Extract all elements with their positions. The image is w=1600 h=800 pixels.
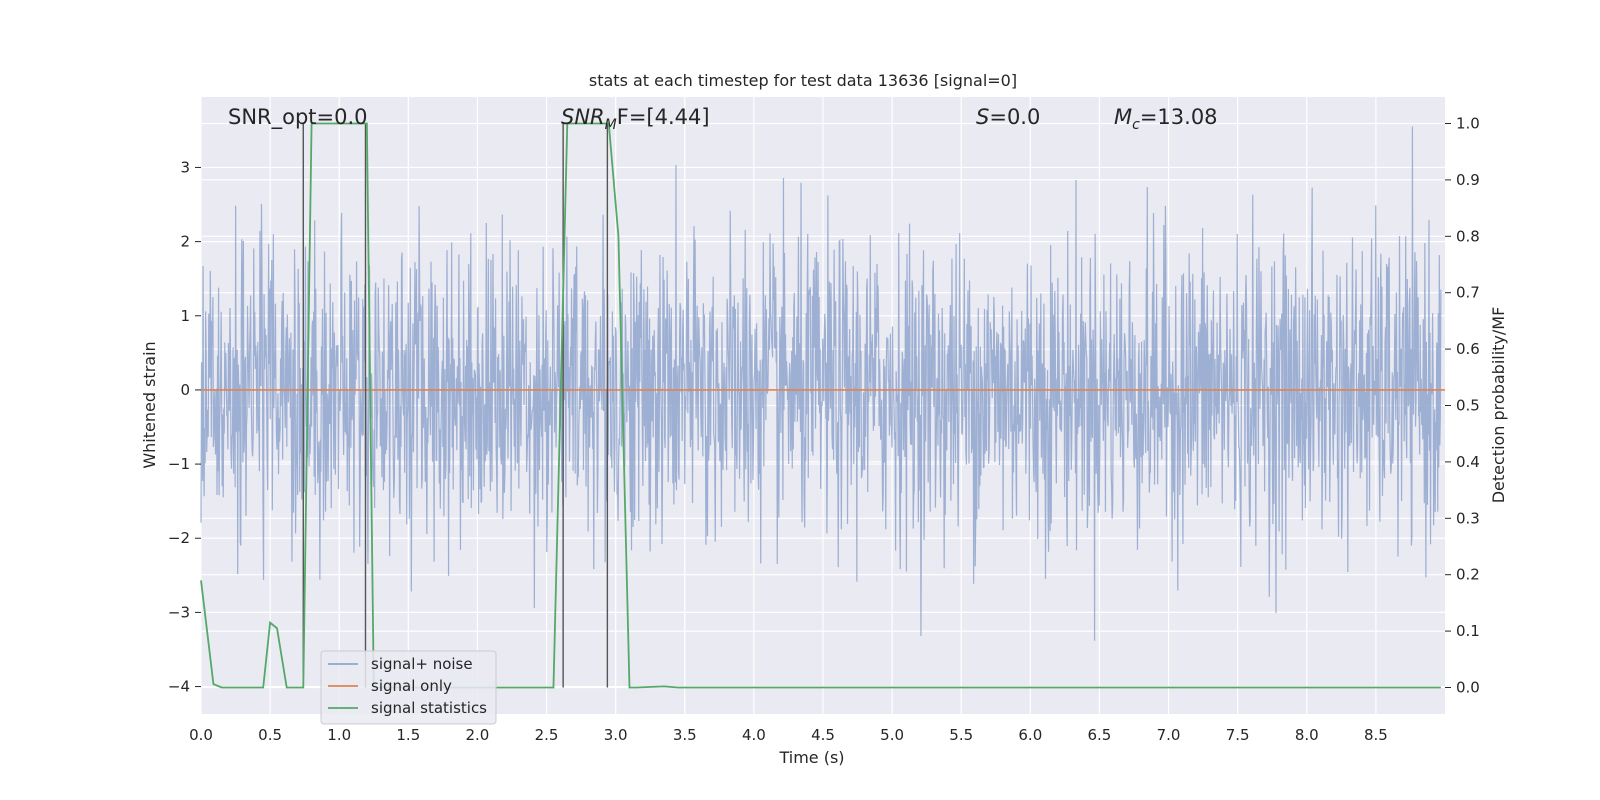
x-tick-label: 1.5 <box>396 726 420 744</box>
left-y-tick-label: −1 <box>168 455 190 473</box>
right-y-tick-label: 0.4 <box>1456 453 1480 471</box>
legend-label-signal-noise: signal+ noise <box>371 655 473 673</box>
x-tick-label: 3.0 <box>604 726 628 744</box>
left-y-tick-label: 2 <box>180 233 190 251</box>
annotation-mc-base: M <box>1114 105 1132 129</box>
left-y-axis-ticks: 3 2 1 0 −1 −2 −3 −4 <box>168 158 201 696</box>
right-y-tick-label: 1.0 <box>1456 115 1480 133</box>
left-y-tick-label: 0 <box>180 381 190 399</box>
annotation-snr-opt: SNR_opt=0.0 <box>228 105 368 130</box>
left-y-axis-label: Whitened strain <box>140 341 159 468</box>
annotation-snr-mf-base: SNR <box>561 105 605 129</box>
left-y-tick-label: 1 <box>180 307 190 325</box>
annotation-mc-rest: =13.08 <box>1140 105 1218 129</box>
annotation-snr-mf-sub: M <box>605 117 617 133</box>
right-y-tick-label: 0.6 <box>1456 340 1480 358</box>
annotation-snr-mf: SNRMF=[4.44] <box>561 105 710 133</box>
x-tick-label: 7.5 <box>1226 726 1250 744</box>
x-tick-label: 6.5 <box>1088 726 1112 744</box>
x-tick-label: 3.5 <box>673 726 697 744</box>
x-tick-label: 0.5 <box>258 726 282 744</box>
signal-noise-series <box>200 126 1442 641</box>
right-y-tick-label: 0.9 <box>1456 171 1480 189</box>
annotation-s: S=0.0 <box>976 105 1040 129</box>
left-y-tick-label: −4 <box>168 678 190 696</box>
x-tick-label: 0.0 <box>189 726 213 744</box>
x-tick-label: 5.0 <box>880 726 904 744</box>
legend-label-signal-only: signal only <box>371 677 452 695</box>
x-tick-label: 7.0 <box>1157 726 1181 744</box>
chart-title: stats at each timestep for test data 136… <box>589 71 1017 90</box>
x-tick-label: 5.5 <box>949 726 973 744</box>
x-axis-label: Time (s) <box>778 748 844 767</box>
x-tick-label: 6.0 <box>1018 726 1042 744</box>
right-y-axis-label: Detection probability/MF <box>1489 307 1508 504</box>
x-tick-label: 4.5 <box>811 726 835 744</box>
right-y-tick-label: 0.0 <box>1456 678 1480 696</box>
right-y-tick-label: 0.7 <box>1456 284 1480 302</box>
right-y-tick-label: 0.2 <box>1456 566 1480 584</box>
annotation-snr-mf-rest: F=[4.44] <box>617 105 710 129</box>
x-tick-label: 2.0 <box>466 726 490 744</box>
x-tick-label: 2.5 <box>535 726 559 744</box>
right-y-tick-label: 0.8 <box>1456 227 1480 245</box>
annotation-mc-sub: c <box>1132 117 1140 133</box>
left-y-tick-label: −3 <box>168 603 190 621</box>
signal-noise-line <box>200 126 1442 641</box>
right-y-tick-label: 0.5 <box>1456 397 1480 415</box>
x-tick-label: 4.0 <box>742 726 766 744</box>
annotation-s-rest: =0.0 <box>989 105 1040 129</box>
annotation-mc: Mc=13.08 <box>1114 105 1218 133</box>
x-axis-ticks: 0.0 0.5 1.0 1.5 2.0 2.5 3.0 3.5 4.0 4.5 5.0 5.5 6.0 6… <box>189 726 1388 744</box>
legend: signal+ noise signal only signal statist… <box>320 650 497 725</box>
right-y-axis-ticks: 1.0 0.9 0.8 0.7 0.6 0.5 0.4 0.3 0.2 0.1 0.0 <box>1445 115 1480 696</box>
x-tick-label: 8.5 <box>1364 726 1388 744</box>
vertical-markers <box>302 123 609 688</box>
x-tick-label: 1.0 <box>327 726 351 744</box>
right-y-tick-label: 0.3 <box>1456 509 1480 527</box>
x-tick-label: 8.0 <box>1295 726 1319 744</box>
left-y-tick-label: 3 <box>180 158 190 176</box>
right-y-tick-label: 0.1 <box>1456 622 1480 640</box>
legend-label-signal-statistics: signal statistics <box>371 699 487 717</box>
left-y-tick-label: −2 <box>168 529 190 547</box>
annotation-s-base: S <box>976 105 989 129</box>
legend-box <box>320 650 497 725</box>
